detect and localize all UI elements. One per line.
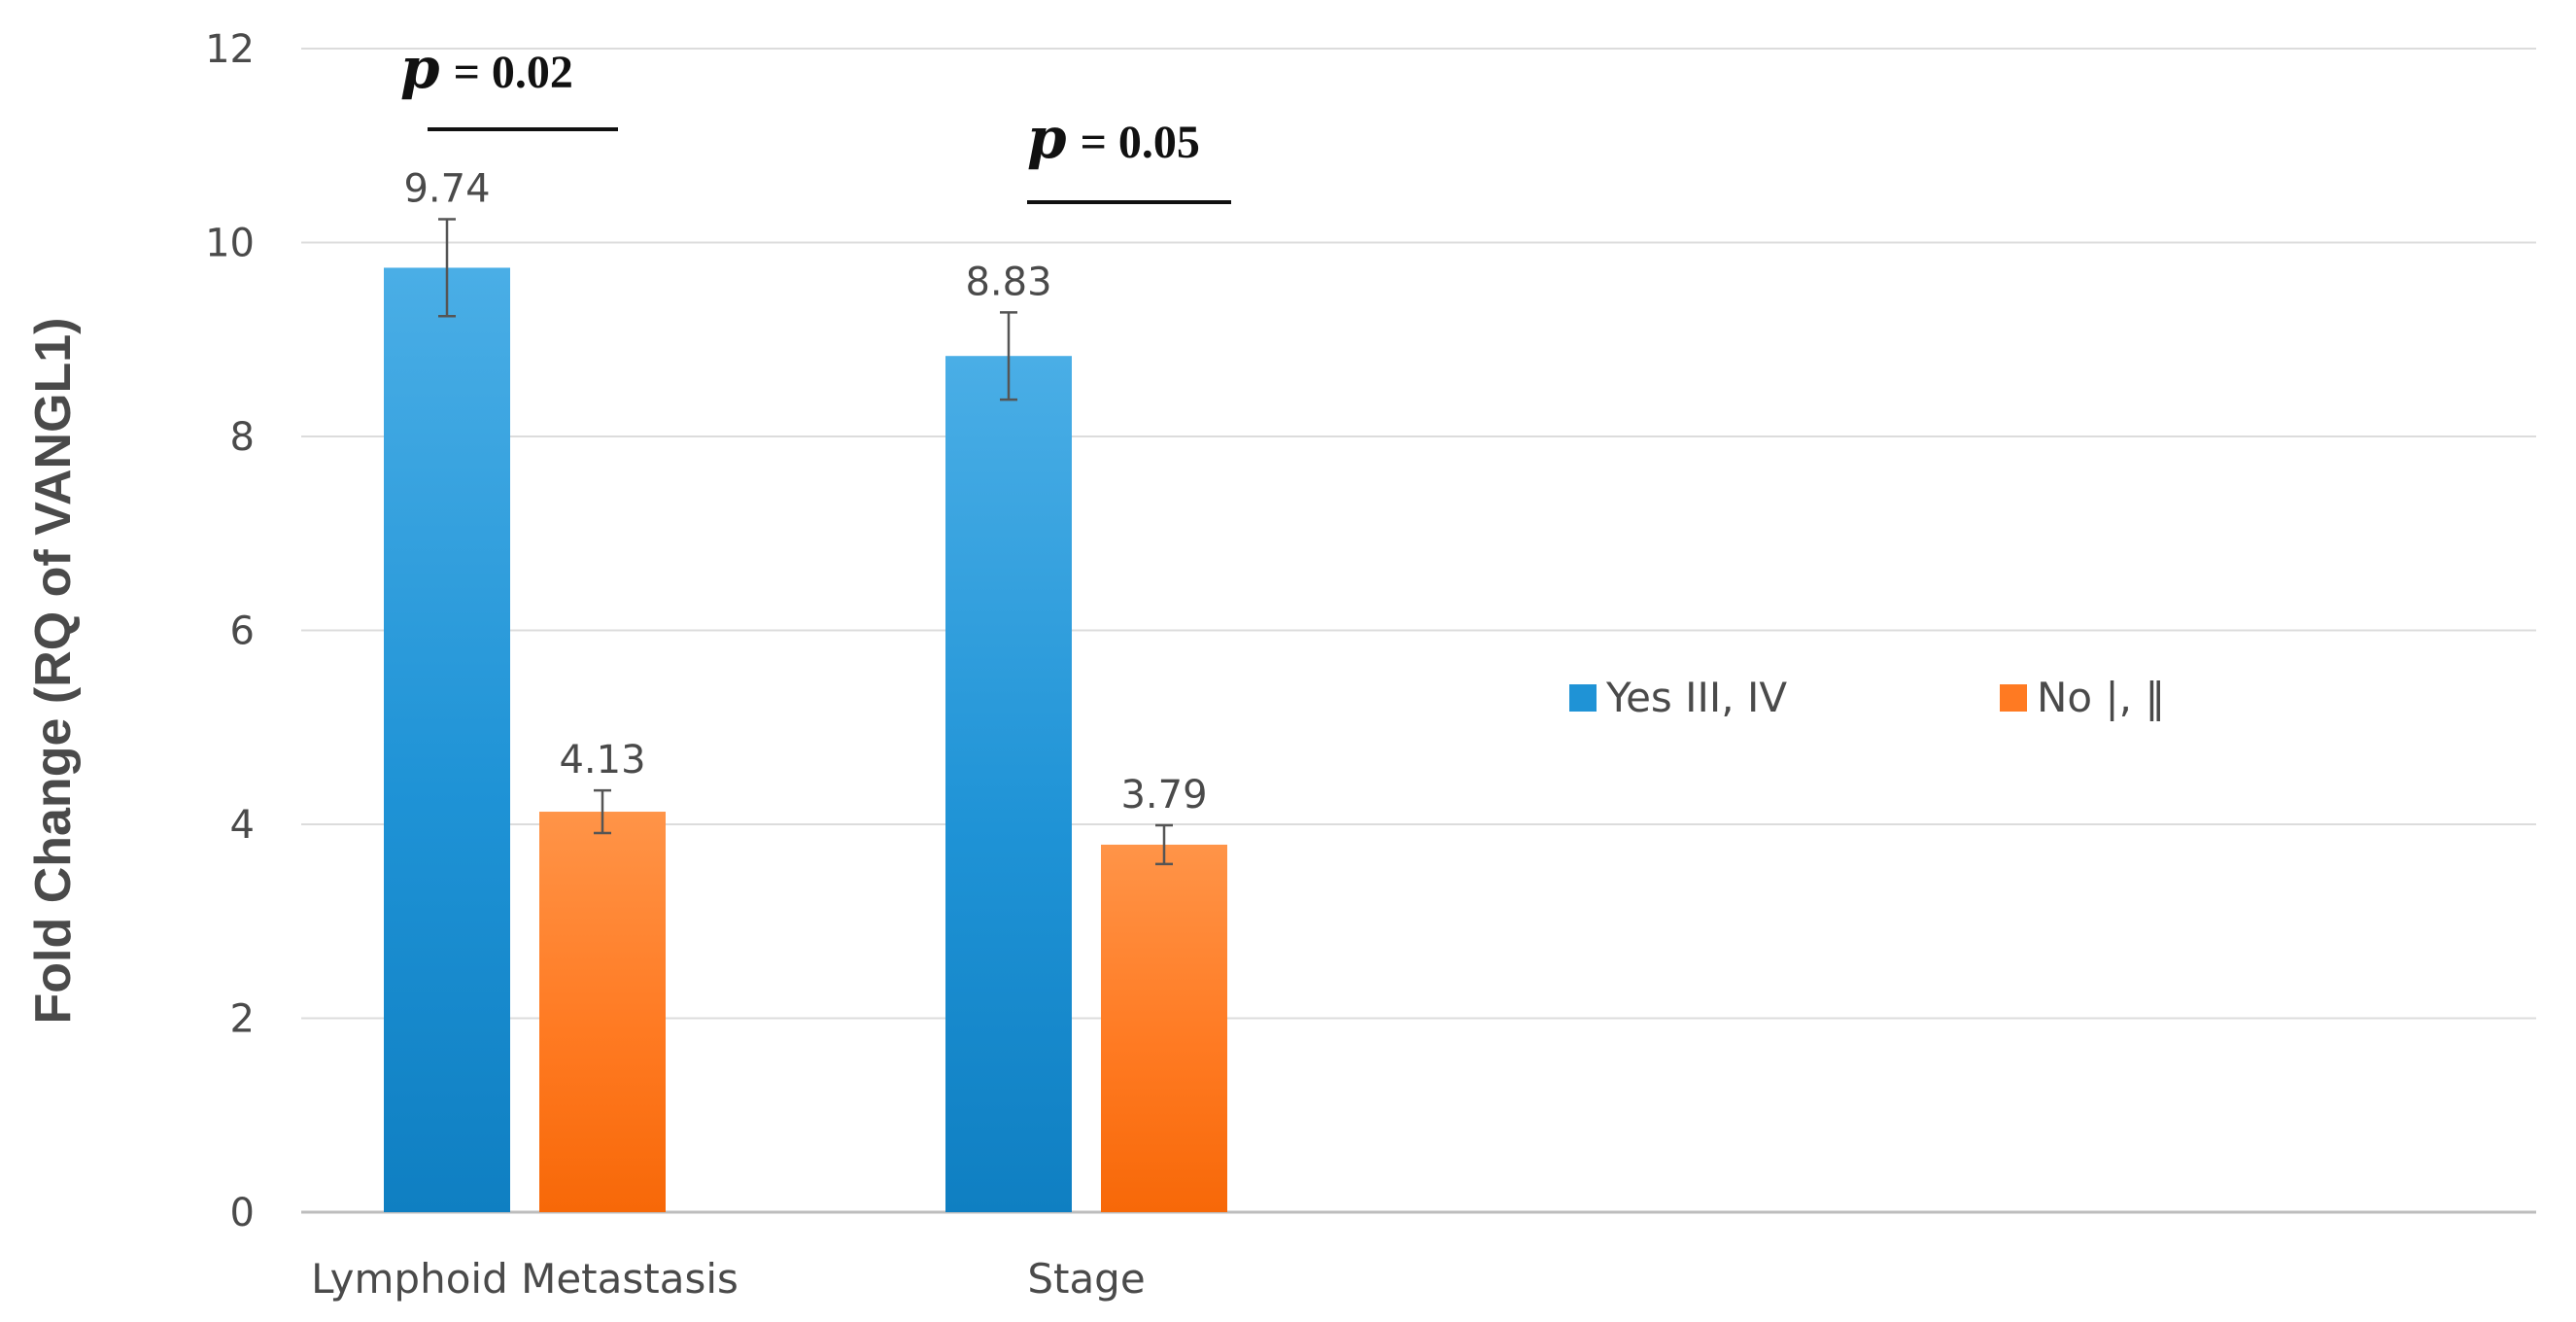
data-label: 4.13 bbox=[559, 738, 645, 783]
p-symbol: p bbox=[1027, 105, 1067, 171]
y-tick-label: 2 bbox=[230, 997, 255, 1042]
p-value-annotation: p = 0.05 bbox=[1027, 105, 1231, 204]
data-labels: 9.74 4.13 8.83 3.79 bbox=[403, 167, 1207, 818]
p-symbol: p bbox=[400, 35, 440, 101]
legend-swatch bbox=[1569, 684, 1597, 712]
y-tick-label: 4 bbox=[230, 803, 255, 848]
y-tick-label: 6 bbox=[230, 609, 255, 654]
bars bbox=[384, 218, 1227, 1212]
x-category-label: Stage bbox=[1027, 1255, 1145, 1303]
bar-no-stage bbox=[1101, 844, 1227, 1212]
legend-label: No |, ‖ bbox=[2037, 674, 2165, 721]
y-axis-ticks: 0 2 4 6 8 10 12 bbox=[205, 27, 255, 1235]
legend-item-no: No |, ‖ bbox=[2000, 674, 2165, 721]
y-tick-label: 8 bbox=[230, 415, 255, 460]
legend-item-yes: Yes III, IV bbox=[1569, 674, 1787, 721]
legend-label: Yes III, IV bbox=[1605, 674, 1787, 721]
bar-no-lymphoid-metastasis bbox=[539, 812, 666, 1212]
data-label: 8.83 bbox=[965, 260, 1051, 304]
x-axis-categories: Lymphoid Metastasis Stage bbox=[311, 1255, 1146, 1303]
legend-swatch bbox=[2000, 684, 2027, 712]
p-value-label: p = 0.02 bbox=[400, 35, 573, 101]
significance-annotations: p = 0.02 p = 0.05 bbox=[400, 35, 1231, 204]
p-value-label: p = 0.05 bbox=[1027, 105, 1200, 171]
y-tick-label: 0 bbox=[230, 1191, 255, 1235]
bar-yes-stage bbox=[945, 356, 1072, 1212]
bar-yes-lymphoid-metastasis bbox=[384, 267, 510, 1212]
p-value-annotation: p = 0.02 bbox=[400, 35, 618, 131]
gridlines bbox=[301, 48, 2536, 1214]
y-tick-label: 12 bbox=[205, 27, 255, 72]
data-label: 3.79 bbox=[1120, 773, 1207, 818]
error-bar bbox=[1155, 823, 1173, 866]
x-category-label: Lymphoid Metastasis bbox=[311, 1255, 738, 1303]
p-value-text: = 0.02 bbox=[454, 47, 573, 98]
p-value-text: = 0.05 bbox=[1081, 117, 1200, 168]
y-tick-label: 10 bbox=[205, 222, 255, 266]
y-axis-title: Fold Change (RQ of VANGL1) bbox=[25, 318, 82, 1025]
error-bar bbox=[594, 788, 611, 835]
error-bar bbox=[438, 218, 456, 318]
data-label: 9.74 bbox=[403, 167, 490, 212]
legend: Yes III, IV No |, ‖ bbox=[1569, 674, 2165, 721]
error-bar bbox=[1000, 311, 1017, 401]
